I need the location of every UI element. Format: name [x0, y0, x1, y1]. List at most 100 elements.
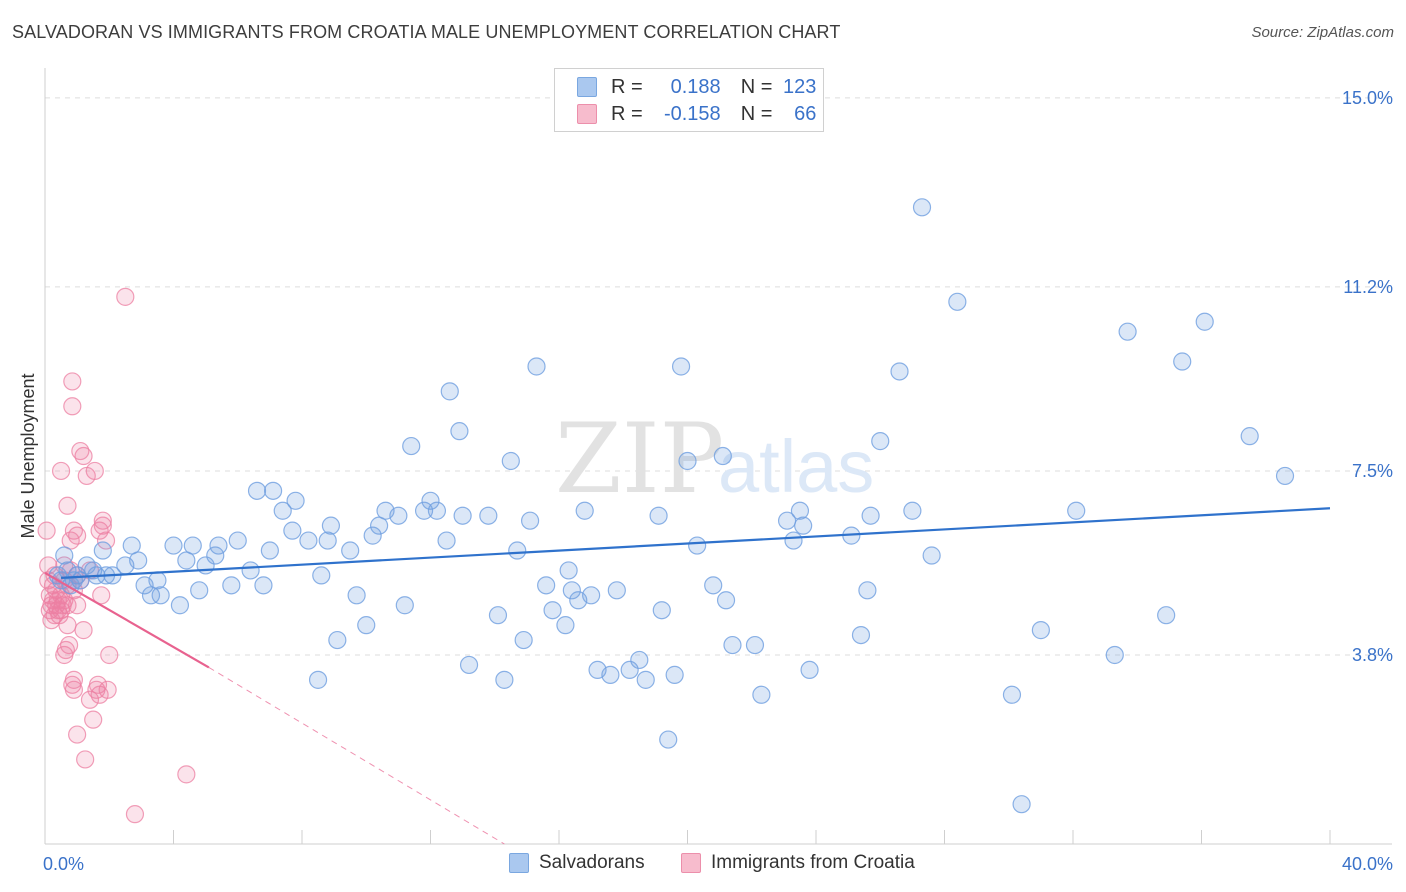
salvadoran-point	[55, 546, 74, 565]
bottom-legend-label: Immigrants from Croatia	[711, 852, 915, 873]
bottom-legend-swatch-croatia	[681, 853, 701, 873]
salvadoran-point	[508, 541, 527, 560]
croatia-point	[63, 372, 82, 391]
legend-n-value: 66	[794, 102, 817, 125]
salvadoran-point	[713, 446, 732, 466]
legend-n-label: N =	[740, 75, 773, 98]
salvadoran-point	[659, 730, 678, 749]
legend-r-value: -0.158	[663, 102, 721, 125]
croatia-point	[58, 496, 77, 515]
salvadoran-point	[903, 501, 922, 520]
salvadoran-point	[286, 491, 305, 510]
croatia-point	[125, 805, 145, 824]
croatia-point	[96, 531, 116, 550]
legend-swatch-salvadorans	[577, 77, 597, 97]
salvadoran-point	[607, 581, 626, 600]
salvadoran-point	[129, 551, 148, 570]
salvadoran-point	[665, 665, 684, 684]
croatia-point	[64, 680, 84, 699]
croatia-point	[74, 621, 93, 640]
axes	[44, 68, 1392, 845]
croatia-point	[37, 521, 56, 540]
salvadoran-point	[537, 576, 556, 595]
salvadoran-point	[495, 670, 514, 689]
salvadoran-point	[347, 586, 366, 605]
trend-lines	[44, 507, 1331, 845]
legend-swatch-croatia	[577, 104, 597, 124]
salvadoran-point	[1105, 645, 1124, 665]
salvadoran-point	[1240, 427, 1259, 446]
salvadoran-point	[222, 576, 241, 595]
salvadoran-point	[260, 541, 279, 560]
salvadoran-point	[514, 630, 533, 650]
croatia-point	[68, 596, 87, 615]
croatia-point	[59, 635, 79, 655]
salvadoran-point	[363, 526, 382, 545]
salvadoran-point	[318, 531, 337, 550]
source-label: Source: ZipAtlas.com	[1251, 24, 1394, 41]
salvadoran-point	[649, 506, 668, 525]
salvadoran-point	[1067, 501, 1086, 520]
y-tick-label: 15.0%	[1342, 88, 1393, 108]
salvadoran-point	[228, 531, 247, 550]
salvadoran-point	[170, 596, 190, 615]
legend-row-croatia: R = -0.158 N = 66	[577, 102, 816, 126]
salvadoran-point	[308, 670, 328, 689]
salvadoran-point	[273, 501, 292, 520]
watermark-zip: ZIP	[555, 403, 724, 515]
salvadoran-point	[704, 576, 723, 595]
croatia-point	[76, 750, 95, 769]
croatia-trend-extension	[208, 666, 505, 845]
salvadoran-point	[559, 561, 578, 580]
salvadoran-point	[543, 601, 562, 620]
salvadoran-point	[414, 501, 434, 520]
legend-r-value: 0.188	[670, 75, 721, 98]
salvadoran-point	[283, 521, 302, 540]
salvadoran-point	[723, 635, 742, 655]
salvadoran-point	[263, 481, 283, 500]
salvadoran-point	[453, 506, 472, 525]
salvadoran-point	[1012, 795, 1031, 814]
salvadoran-point	[427, 501, 447, 520]
croatia-point	[90, 521, 109, 540]
salvadoran-point	[328, 630, 347, 650]
salvadoran-point	[148, 571, 167, 590]
croatia-point	[51, 461, 71, 481]
salvadoran-point	[688, 536, 707, 555]
salvadoran-point	[1275, 466, 1295, 486]
salvadoran-point	[784, 531, 803, 550]
salvadoran-point	[209, 536, 228, 555]
bottom-legend-salvadorans: Salvadorans	[509, 852, 645, 874]
salvadoran-point	[790, 501, 810, 520]
croatia-point	[74, 446, 93, 466]
salvadoran-point	[745, 635, 765, 655]
y-tick-label: 3.8%	[1352, 645, 1393, 665]
y-tick-labels: 3.8% 7.5% 11.2% 15.0%	[1342, 88, 1393, 665]
salvadoran-point	[58, 561, 77, 580]
legend-n-label: N =	[740, 102, 773, 125]
salvadoran-point	[93, 541, 112, 560]
y-axis-label: Male Unemployment	[18, 373, 38, 538]
salvadoran-point	[716, 591, 736, 610]
salvadoran-point	[501, 451, 520, 471]
salvadoran-point	[459, 655, 479, 675]
legend-row-salvadorans: R = 0.188 N = 123	[577, 75, 816, 99]
salvadoran-point	[479, 506, 498, 525]
legend-r-label: R =	[611, 75, 643, 98]
salvadoran-point	[312, 566, 331, 585]
salvadoran-point	[752, 685, 771, 704]
salvadoran-point	[575, 501, 594, 520]
salvadoran-point	[389, 506, 408, 525]
croatia-point	[56, 640, 75, 660]
salvadoran-point	[652, 601, 671, 620]
points-salvadorans	[48, 198, 1295, 814]
croatia-point	[177, 765, 196, 784]
salvadoran-point	[890, 362, 909, 381]
salvadoran-point	[620, 660, 639, 680]
salvadoran-point	[678, 451, 697, 471]
salvadoran-point	[402, 436, 421, 456]
salvadoran-point	[851, 625, 871, 645]
salvadoran-point	[601, 665, 620, 684]
croatia-point	[84, 710, 103, 729]
